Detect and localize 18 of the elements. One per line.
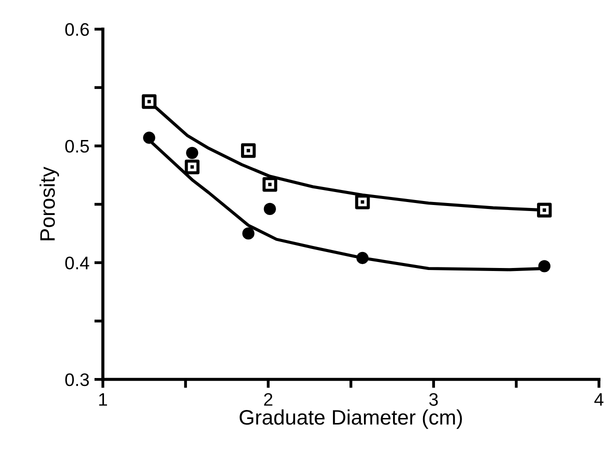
x-axis-title: Graduate Diameter (cm) bbox=[240, 409, 462, 429]
point bbox=[538, 260, 550, 272]
x-tick-label: 4 bbox=[594, 393, 604, 406]
y-tick-label: 0.3 bbox=[65, 373, 89, 386]
point bbox=[264, 202, 276, 216]
x-tick-label: 2 bbox=[264, 393, 272, 406]
point bbox=[143, 132, 156, 144]
point bbox=[186, 146, 198, 160]
y-tick-label: 0.4 bbox=[65, 256, 90, 270]
y-tick-label: 0.5 bbox=[65, 140, 89, 153]
point bbox=[537, 202, 552, 218]
x-tick-label: 3 bbox=[429, 393, 438, 406]
point bbox=[356, 252, 369, 264]
y-tick-label: 0.6 bbox=[65, 23, 89, 36]
point bbox=[242, 227, 254, 240]
y-axis-title: Porosity bbox=[40, 166, 60, 240]
x-tick-label: 1 bbox=[99, 393, 107, 406]
point bbox=[142, 94, 156, 109]
